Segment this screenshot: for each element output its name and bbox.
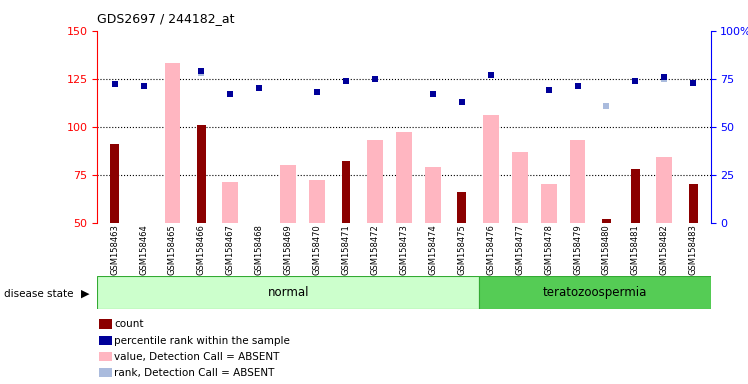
Text: value, Detection Call = ABSENT: value, Detection Call = ABSENT [114, 352, 280, 362]
Bar [197, 125, 206, 223]
Point [195, 70, 207, 76]
Point [108, 81, 120, 88]
Bar [97, 276, 479, 309]
Point [456, 99, 468, 105]
Bar [479, 276, 711, 309]
Bar [602, 219, 611, 223]
Bar [110, 144, 119, 223]
Point [456, 99, 468, 105]
Point [369, 76, 381, 82]
Point [571, 83, 583, 89]
Point [195, 68, 207, 74]
Point [340, 78, 352, 84]
Point [108, 81, 120, 88]
Point [311, 89, 323, 95]
Point [224, 91, 236, 97]
Text: percentile rank within the sample: percentile rank within the sample [114, 336, 290, 346]
Bar [309, 180, 325, 223]
Point [254, 85, 266, 91]
Text: teratozoospermia: teratozoospermia [543, 286, 647, 299]
Point [138, 83, 150, 89]
Point [658, 76, 670, 82]
Bar [342, 161, 350, 223]
Text: count: count [114, 319, 144, 329]
Point [311, 89, 323, 95]
Point [629, 78, 641, 84]
Point [138, 83, 150, 89]
Bar [541, 184, 557, 223]
Text: disease state: disease state [4, 289, 73, 299]
Bar [631, 169, 640, 223]
Point [542, 87, 554, 93]
Bar [512, 152, 527, 223]
Point [542, 87, 554, 93]
Bar [396, 132, 412, 223]
Point [224, 91, 236, 97]
Text: rank, Detection Call = ABSENT: rank, Detection Call = ABSENT [114, 368, 275, 378]
Bar [569, 140, 586, 223]
Text: ▶: ▶ [81, 289, 89, 299]
Point [427, 91, 439, 97]
Text: GDS2697 / 244182_at: GDS2697 / 244182_at [97, 12, 235, 25]
Point [427, 91, 439, 97]
Point [254, 85, 266, 91]
Bar [367, 140, 383, 223]
Bar [222, 182, 239, 223]
Point [340, 78, 352, 84]
Point [687, 79, 699, 86]
Bar [425, 167, 441, 223]
Point [687, 79, 699, 86]
Point [485, 72, 497, 78]
Bar [165, 63, 180, 223]
Bar [482, 115, 499, 223]
Point [629, 78, 641, 84]
Point [658, 74, 670, 80]
Point [601, 103, 613, 109]
Bar [689, 184, 698, 223]
Bar [458, 192, 466, 223]
Point [571, 83, 583, 89]
Point [369, 76, 381, 82]
Bar [280, 165, 296, 223]
Text: normal: normal [268, 286, 309, 299]
Bar [656, 157, 672, 223]
